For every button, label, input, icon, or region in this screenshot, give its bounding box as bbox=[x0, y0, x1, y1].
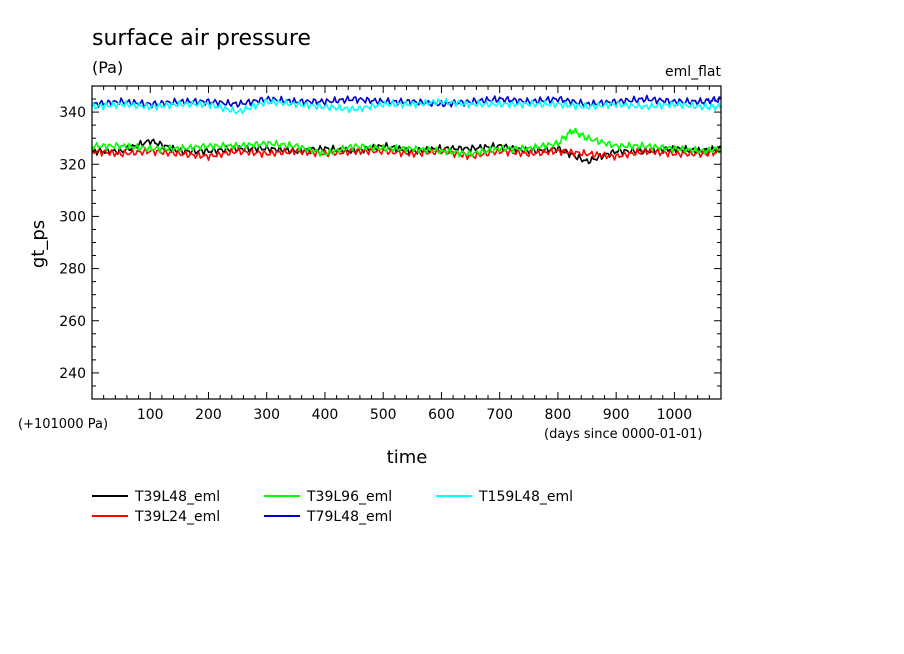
x-tick-label: 200 bbox=[195, 407, 222, 423]
x-tick-label: 1000 bbox=[657, 407, 693, 423]
y-tick-label: 260 bbox=[59, 314, 86, 330]
x-tick-label: 100 bbox=[137, 407, 164, 423]
chart-title: surface air pressure bbox=[92, 26, 311, 51]
x-tick-label: 600 bbox=[428, 407, 455, 423]
series-layer bbox=[91, 94, 722, 165]
x-axis-label: time bbox=[387, 447, 428, 468]
y-axis-label: gt_ps bbox=[28, 220, 49, 268]
y-tick-label: 320 bbox=[59, 157, 86, 173]
x-tick-label: 800 bbox=[545, 407, 572, 423]
series-line-t159l48-eml bbox=[91, 97, 722, 115]
x-tick-label: 300 bbox=[253, 407, 280, 423]
x-tick-label: 500 bbox=[370, 407, 397, 423]
plot-frame bbox=[91, 85, 722, 400]
x-tick-label: 900 bbox=[603, 407, 630, 423]
legend-item-t159l48-eml: T159L48_eml bbox=[436, 489, 573, 505]
units-label: (Pa) bbox=[92, 58, 123, 77]
legend-label: T39L96_eml bbox=[306, 489, 392, 505]
legend-label: T79L48_eml bbox=[306, 509, 392, 525]
y-tick-label: 280 bbox=[59, 262, 86, 278]
legend-item-t79l48-eml: T79L48_eml bbox=[264, 509, 392, 525]
x-tick-label: 700 bbox=[486, 407, 513, 423]
y-ticks: 240 260 280 300 320 340 bbox=[59, 98, 721, 387]
legend-item-t39l48-eml: T39L48_eml bbox=[92, 489, 220, 505]
plot-area: 100 200 300 400 500 600 700 800 900 1000 240 260 28… bbox=[59, 85, 722, 423]
x-ticks: 100 200 300 400 500 600 700 800 900 1000 bbox=[103, 86, 710, 423]
experiment-tag: eml_flat bbox=[665, 64, 722, 80]
y-offset-note: (+101000 Pa) bbox=[18, 417, 108, 432]
series-line-t39l96-eml bbox=[91, 127, 722, 158]
y-tick-label: 300 bbox=[59, 209, 86, 225]
legend-label: T39L48_eml bbox=[134, 489, 220, 505]
x-units-note: (days since 0000-01-01) bbox=[544, 427, 702, 442]
legend: T39L48_eml T39L24_eml T39L96_eml T79L48_eml… bbox=[92, 489, 573, 525]
legend-label: T39L24_eml bbox=[134, 509, 220, 525]
series-line-t39l24-eml bbox=[91, 146, 722, 162]
y-tick-label: 240 bbox=[59, 366, 86, 382]
y-tick-label: 340 bbox=[59, 105, 86, 121]
legend-label: T159L48_eml bbox=[478, 489, 573, 505]
legend-item-t39l96-eml: T39L96_eml bbox=[264, 489, 392, 505]
legend-item-t39l24-eml: T39L24_eml bbox=[92, 509, 220, 525]
x-tick-label: 400 bbox=[312, 407, 339, 423]
